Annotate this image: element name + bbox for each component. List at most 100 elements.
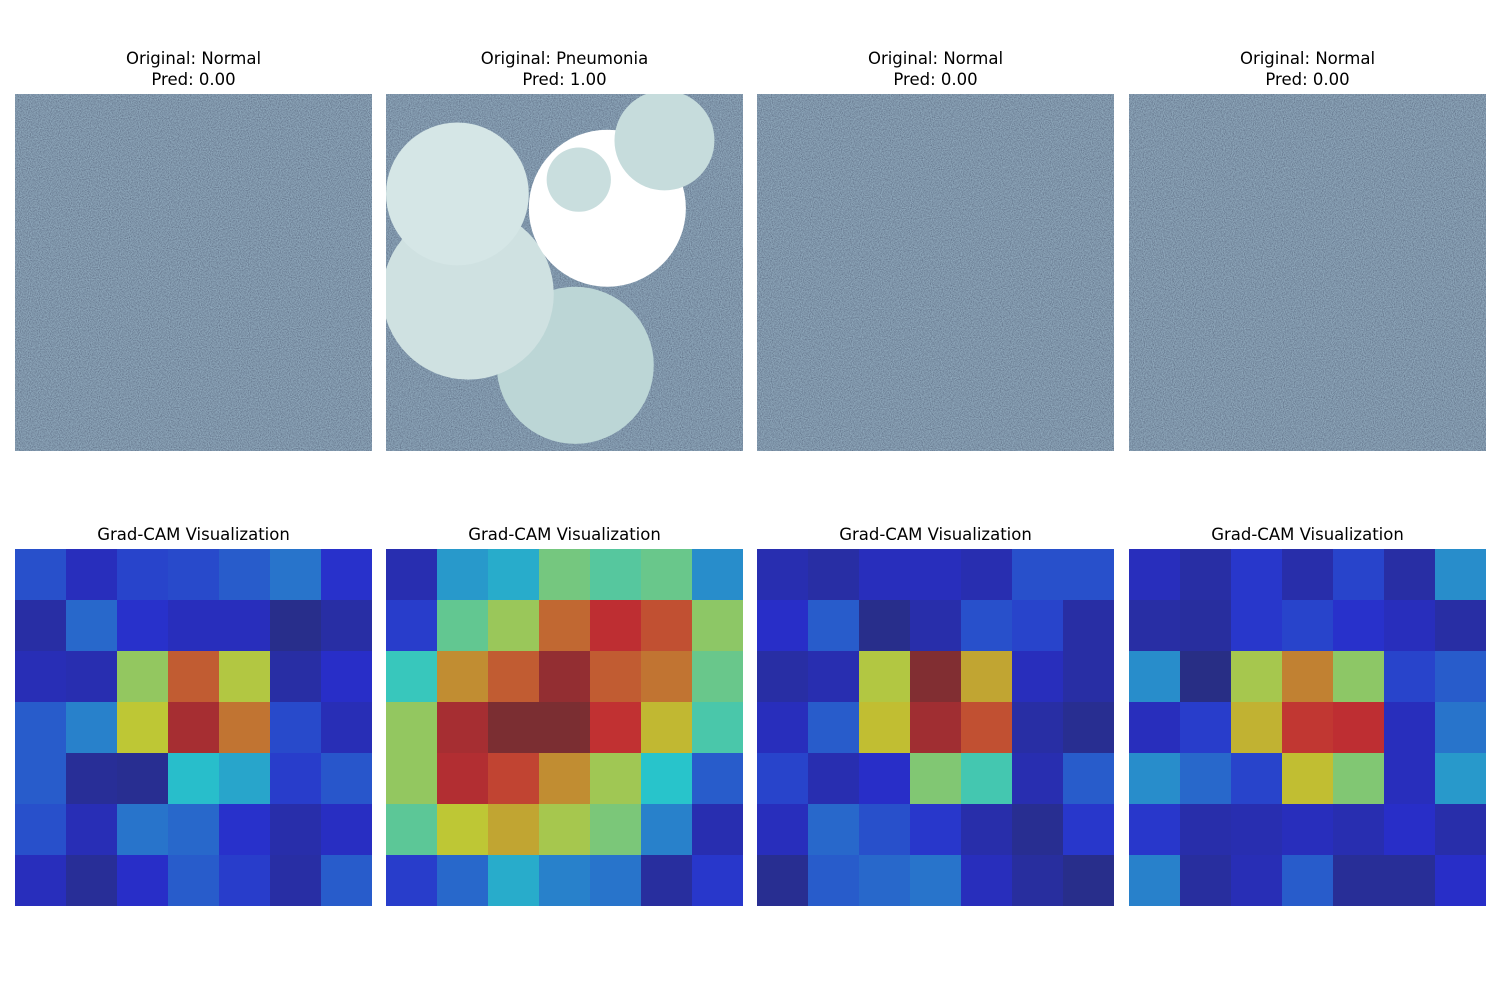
heatmap-cell — [117, 600, 168, 651]
heatmap-cell — [1231, 804, 1282, 855]
heatmap-cell — [168, 702, 219, 753]
xray-noise-3 — [757, 94, 1114, 451]
heatmap-cell — [808, 855, 859, 906]
original-image-1 — [15, 94, 372, 451]
heatmap-cell — [590, 651, 641, 702]
heatmap-cell — [859, 753, 910, 804]
heatmap-cell — [437, 549, 488, 600]
heatmap-cell — [321, 651, 372, 702]
heatmap-cell — [219, 549, 270, 600]
heatmap-cell — [15, 549, 66, 600]
heatmap-cell — [757, 855, 808, 906]
original-label-2: Original: Pneumonia — [480, 49, 649, 68]
heatmap-cell — [1282, 702, 1333, 753]
heatmap-cell — [539, 753, 590, 804]
heatmap-cell — [1231, 855, 1282, 906]
heatmap-cell — [488, 804, 539, 855]
heatmap-cell — [1333, 600, 1384, 651]
heatmap-cell — [757, 702, 808, 753]
heatmap-cell — [1180, 600, 1231, 651]
heatmap-cell — [641, 600, 692, 651]
heatmap-cell — [219, 651, 270, 702]
heatmap-cell — [1063, 753, 1114, 804]
heatmap-cell — [757, 753, 808, 804]
prediction-label-2: Pred: 1.00 — [522, 70, 607, 89]
heatmap-cell — [692, 753, 743, 804]
heatmap-cell — [1435, 651, 1486, 702]
heatmap-cell — [859, 804, 910, 855]
heatmap-cell — [15, 702, 66, 753]
heatmap-cell — [1063, 600, 1114, 651]
heatmap-cell — [910, 753, 961, 804]
heatmap-cell — [961, 549, 1012, 600]
heatmap-cell — [961, 702, 1012, 753]
prediction-label-3: Pred: 0.00 — [893, 70, 978, 89]
heatmap-cell — [1180, 753, 1231, 804]
lesion-3 — [386, 122, 529, 266]
heatmap-cell — [321, 600, 372, 651]
heatmap-cell — [692, 600, 743, 651]
heatmap-cell — [1384, 804, 1435, 855]
heatmap-cell — [1129, 549, 1180, 600]
heatmap-cell — [1012, 651, 1063, 702]
heatmap-cell — [1231, 651, 1282, 702]
heatmap-cell — [808, 702, 859, 753]
original-title-4: Original: Normal Pred: 0.00 — [1129, 48, 1486, 90]
heatmap-cell — [437, 855, 488, 906]
gradcam-title-2: Grad-CAM Visualization — [468, 525, 661, 544]
heatmap-cell — [1231, 600, 1282, 651]
heatmap-cell — [1333, 549, 1384, 600]
heatmap-cell — [168, 651, 219, 702]
heatmap-cell — [117, 549, 168, 600]
heatmap-cell — [1333, 651, 1384, 702]
lesion-6 — [614, 94, 715, 191]
heatmap-cell — [168, 753, 219, 804]
heatmap-cell — [1012, 855, 1063, 906]
heatmap-cell — [386, 549, 437, 600]
heatmap-cell — [1384, 702, 1435, 753]
gradcam-heatmap-2 — [386, 549, 743, 906]
heatmap-cell — [1384, 651, 1435, 702]
heatmap-cell — [321, 855, 372, 906]
heatmap-cell — [117, 855, 168, 906]
heatmap-cell — [641, 804, 692, 855]
heatmap-cell — [1063, 651, 1114, 702]
heatmap-cell — [168, 549, 219, 600]
heatmap-cell — [270, 804, 321, 855]
heatmap-cell — [910, 549, 961, 600]
heatmap-cell — [859, 702, 910, 753]
heatmap-cell — [757, 549, 808, 600]
heatmap-cell — [859, 651, 910, 702]
heatmap-cell — [910, 804, 961, 855]
heatmap-cell — [117, 753, 168, 804]
heatmap-cell — [1384, 600, 1435, 651]
heatmap-cell — [1333, 804, 1384, 855]
heatmap-cell — [321, 804, 372, 855]
gradcam-title-1: Grad-CAM Visualization — [97, 525, 290, 544]
heatmap-cell — [437, 702, 488, 753]
heatmap-cell — [66, 753, 117, 804]
heatmap-cell — [590, 753, 641, 804]
heatmap-cell — [270, 753, 321, 804]
heatmap-cell — [270, 702, 321, 753]
heatmap-cell — [168, 804, 219, 855]
xray-noise-1 — [15, 94, 372, 451]
heatmap-cell — [910, 600, 961, 651]
original-label-3: Original: Normal — [867, 49, 1004, 68]
heatmap-cell — [1282, 549, 1333, 600]
heatmap-cell — [808, 600, 859, 651]
heatmap-cell — [1384, 753, 1435, 804]
heatmap-cell — [386, 855, 437, 906]
heatmap-cell — [15, 804, 66, 855]
heatmap-cell — [15, 753, 66, 804]
original-title-3: Original: Normal Pred: 0.00 — [757, 48, 1114, 90]
heatmap-cell — [1129, 702, 1180, 753]
heatmap-cell — [539, 600, 590, 651]
heatmap-cell — [219, 753, 270, 804]
heatmap-cell — [219, 855, 270, 906]
heatmap-cell — [1282, 600, 1333, 651]
heatmap-cell — [488, 702, 539, 753]
heatmap-cell — [437, 651, 488, 702]
heatmap-cell — [1012, 702, 1063, 753]
original-title-2: Original: Pneumonia Pred: 1.00 — [386, 48, 743, 90]
